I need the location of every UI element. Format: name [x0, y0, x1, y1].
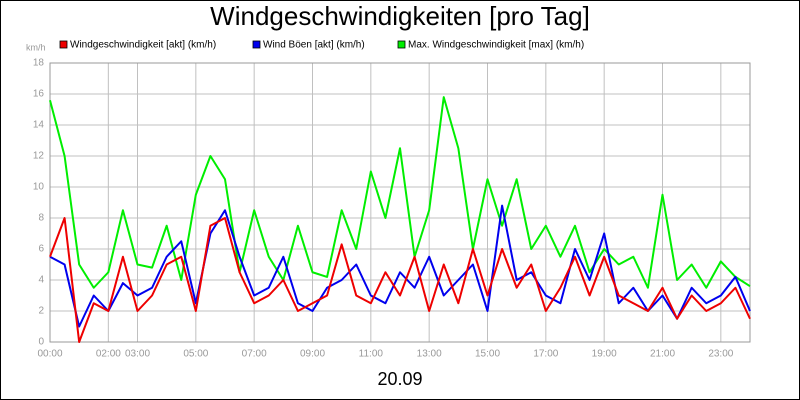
y-tick-label: 2 [38, 306, 44, 317]
legend-swatch [397, 40, 406, 49]
subtitle: 20.09 [377, 369, 422, 389]
y-tick-label: 12 [33, 151, 45, 162]
plot-border [49, 62, 751, 343]
x-tick-label: 21:00 [650, 349, 675, 360]
y-tick-label: 10 [33, 182, 45, 193]
legend-swatch [252, 40, 261, 49]
y-tick-label: 6 [38, 244, 44, 255]
x-tick-label: 13:00 [417, 349, 442, 360]
x-tick-label: 11:00 [359, 349, 384, 360]
legend-label: Windgeschwindigkeit [akt] (km/h) [70, 40, 216, 51]
x-tick-label: 02:00 [96, 349, 121, 360]
y-tick-label: 16 [33, 89, 45, 100]
y-tick-label: 0 [38, 337, 44, 348]
x-tick-label: 23:00 [708, 349, 733, 360]
y-tick-label: 18 [33, 58, 45, 69]
y-unit-label: km/h [26, 42, 46, 52]
x-tick-label: 05:00 [183, 349, 208, 360]
line-series [49, 96, 751, 289]
x-tick-label: 19:00 [592, 349, 617, 360]
y-tick-label: 4 [38, 275, 44, 286]
x-tick-label: 15:00 [475, 349, 500, 360]
y-tick-label: 14 [33, 120, 45, 131]
line-series [49, 217, 751, 343]
x-tick-label: 03:00 [125, 349, 150, 360]
line-series [49, 204, 751, 328]
legend-swatch [59, 40, 68, 49]
legend-label: Max. Windgeschwindigkeit [max] (km/h) [408, 40, 584, 51]
x-tick-label: 07:00 [242, 349, 267, 360]
legend-label: Wind Böen [akt] (km/h) [263, 40, 365, 51]
x-tick-label: 09:00 [300, 349, 325, 360]
x-tick-label: 00:00 [37, 349, 62, 360]
x-tick-label: 17:00 [533, 349, 558, 360]
legend: Windgeschwindigkeit [akt] (km/h) Wind Böe… [59, 40, 584, 51]
y-tick-label: 8 [38, 213, 44, 224]
chart-title: Windgeschwindigkeiten [pro Tag] [210, 1, 590, 31]
plot-area [50, 63, 750, 342]
